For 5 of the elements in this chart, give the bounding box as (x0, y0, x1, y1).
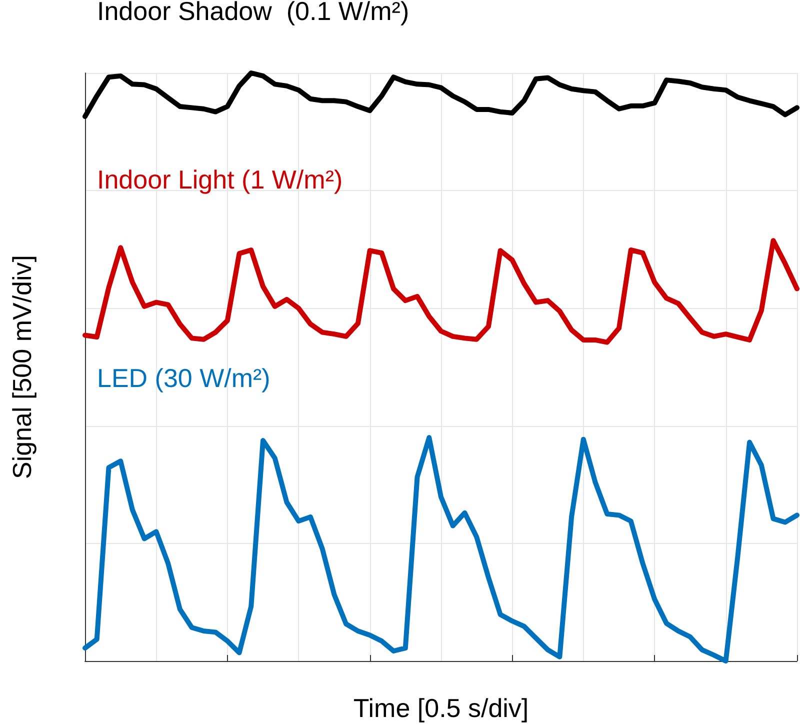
series-label: LED (30 W/m²) (97, 363, 270, 394)
y-axis-title: Signal [500 mV/div] (7, 254, 37, 480)
text: Indoor Light (1 W/m²) (97, 164, 343, 195)
text: Indoor Shadow (0.1 W/m²) (97, 0, 410, 26)
x-axis-title: Time [0.5 s/div] (353, 693, 529, 723)
